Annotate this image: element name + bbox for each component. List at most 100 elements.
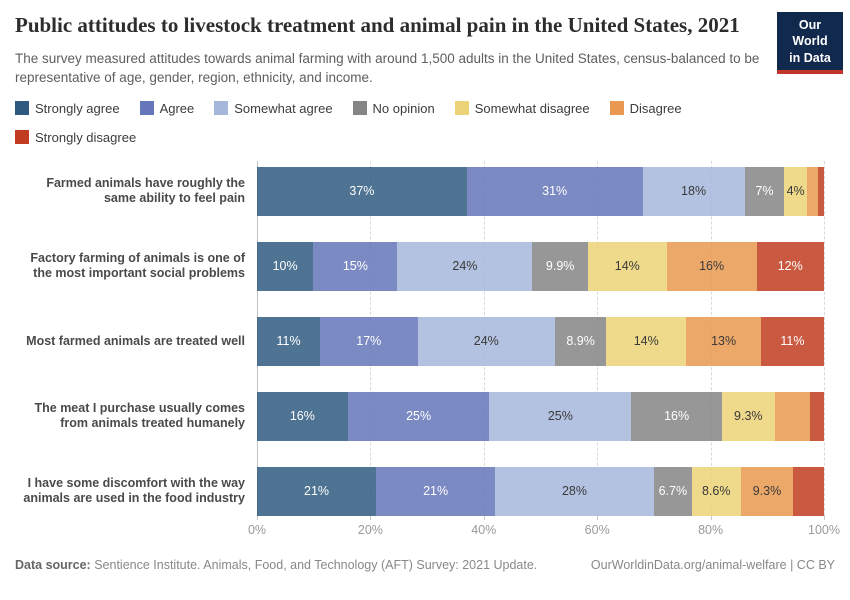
bar-segment-no-opinion[interactable]: 8.9% — [555, 316, 607, 366]
bar-segment-disagree[interactable]: 9.3% — [740, 466, 794, 516]
chart-subtitle: The survey measured attitudes towards an… — [15, 50, 760, 86]
bar-segment-agree[interactable]: 21% — [376, 466, 496, 516]
bar-segment-agree[interactable]: 15% — [313, 241, 398, 291]
legend-label: Agree — [159, 100, 195, 116]
bar-segment-agree[interactable]: 31% — [466, 166, 643, 216]
axis-tick — [824, 515, 825, 520]
segment-value-label: 4% — [786, 184, 805, 199]
page-title: Public attitudes to livestock treatment … — [15, 13, 740, 37]
bar-segment-somewhat-disagree[interactable]: 8.6% — [691, 466, 741, 516]
bar-segment-strongly-disagree[interactable] — [818, 166, 824, 216]
segment-value-label: 8.9% — [566, 334, 595, 349]
legend-item-no-opinion[interactable]: No opinion — [352, 100, 435, 116]
axis-tick-label: 0% — [247, 522, 267, 537]
legend-swatch — [352, 101, 367, 116]
row-label: Most farmed animals are treated well — [26, 333, 245, 348]
bar-segment-somewhat-disagree[interactable]: 4% — [784, 166, 807, 216]
segment-value-label: 14% — [614, 259, 640, 274]
bar-segment-disagree[interactable]: 16% — [666, 241, 757, 291]
segment-value-label: 16% — [289, 409, 315, 424]
axis-tick-label: 80% — [698, 522, 724, 537]
legend-item-somewhat-disagree[interactable]: Somewhat disagree — [454, 100, 590, 116]
bar-segment-no-opinion[interactable]: 6.7% — [653, 466, 692, 516]
legend-swatch — [15, 101, 29, 116]
legend-label: Somewhat disagree — [474, 100, 590, 116]
bar-segment-strongly-disagree[interactable]: 11% — [760, 316, 824, 366]
axis-tick-label: 20% — [357, 522, 383, 537]
legend-label: No opinion — [372, 100, 435, 116]
bar-segment-strongly-agree[interactable]: 10% — [257, 241, 314, 291]
bar-segment-strongly-agree[interactable]: 21% — [257, 466, 377, 516]
legend-item-disagree[interactable]: Disagree — [609, 100, 682, 116]
data-source-note: Data source: Sentience Institute. Animal… — [15, 558, 537, 572]
bar-segment-strongly-agree[interactable]: 11% — [257, 316, 321, 366]
legend-item-agree[interactable]: Agree — [139, 100, 195, 116]
owid-logo[interactable]: Our World in Data — [777, 12, 843, 74]
bar-segment-somewhat-agree[interactable]: 24% — [417, 316, 556, 366]
axis-tick — [257, 515, 258, 520]
bar-segment-no-opinion[interactable]: 16% — [631, 391, 722, 441]
axis-tick-label: 100% — [808, 522, 840, 537]
bar: 21% 21% 28% 6.7% 8.6% 9.3% — [257, 466, 824, 516]
bar-segment-somewhat-agree[interactable]: 24% — [397, 241, 533, 291]
axis-tick — [483, 515, 485, 520]
bar-segment-somewhat-agree[interactable]: 28% — [495, 466, 654, 516]
bar-segment-somewhat-disagree[interactable]: 14% — [587, 241, 667, 291]
segment-value-label: 10% — [272, 259, 298, 274]
bar-segment-disagree[interactable]: 13% — [686, 316, 761, 366]
segment-value-label: 9.3% — [734, 409, 763, 424]
bar-segment-strongly-disagree[interactable] — [810, 391, 824, 441]
legend-label: Disagree — [629, 100, 682, 116]
gridline — [824, 160, 825, 516]
row-label: Farmed animals have roughly the same abi… — [46, 176, 245, 206]
bar-segment-disagree[interactable] — [774, 391, 811, 441]
bar-segment-agree[interactable]: 17% — [320, 316, 418, 366]
legend-item-strongly-disagree[interactable]: Strongly disagree — [15, 130, 136, 145]
segment-value-label: 18% — [681, 184, 707, 199]
x-axis: 0% 20% 40% 60% 80% 100% — [248, 515, 840, 542]
segment-value-label: 9.3% — [752, 484, 782, 499]
bar-segment-no-opinion[interactable]: 7% — [744, 166, 785, 216]
legend-swatch — [609, 101, 624, 116]
bar-segment-strongly-disagree[interactable]: 12% — [756, 241, 824, 291]
legend-swatch — [15, 130, 29, 145]
legend-swatch — [214, 101, 229, 116]
bar-segment-agree[interactable]: 25% — [347, 391, 490, 441]
segment-value-label: 21% — [304, 484, 330, 499]
bar: 10% 15% 24% 9.9% 14% 16% 12% — [257, 241, 824, 291]
legend-swatch — [139, 101, 154, 116]
bar-segment-strongly-agree[interactable]: 37% — [257, 166, 467, 216]
segment-value-label: 24% — [452, 259, 478, 274]
chart-row: Most farmed animals are treated well 11% 1… — [15, 316, 824, 366]
bar-segment-somewhat-disagree[interactable]: 9.3% — [721, 391, 775, 441]
segment-value-label: 14% — [633, 334, 659, 349]
segment-value-label: 6.7% — [658, 484, 688, 499]
legend-label: Somewhat agree — [234, 100, 333, 116]
chart-row: The meat I purchase usually comes from a… — [15, 391, 824, 441]
owid-logo-line1: Our World — [792, 18, 828, 49]
bar-segment-somewhat-agree[interactable]: 18% — [642, 166, 745, 216]
bar-segment-no-opinion[interactable]: 9.9% — [532, 241, 588, 291]
row-label: Factory farming of animals is one of the… — [30, 251, 245, 281]
bar: 37% 31% 18% 7% 4% — [257, 166, 824, 216]
bar-segment-somewhat-disagree[interactable]: 14% — [606, 316, 687, 366]
segment-value-label: 7% — [755, 184, 774, 199]
bar-segment-strongly-agree[interactable]: 16% — [257, 391, 348, 441]
segment-value-label: 28% — [561, 484, 588, 499]
segment-value-label: 21% — [423, 484, 449, 499]
legend-label: Strongly disagree — [35, 129, 137, 145]
legend-item-somewhat-agree[interactable]: Somewhat agree — [214, 100, 333, 116]
bar: 11% 17% 24% 8.9% 14% 13% 11% — [257, 316, 824, 366]
bar-segment-somewhat-agree[interactable]: 25% — [489, 391, 632, 441]
legend-item-strongly-agree[interactable]: Strongly agree — [15, 101, 120, 116]
segment-value-label: 11% — [276, 334, 301, 349]
axis-tick — [370, 515, 372, 520]
bar-segment-strongly-disagree[interactable] — [793, 466, 824, 516]
axis-tick — [710, 515, 712, 520]
legend: Strongly agree Agree Somewhat agree No opin… — [15, 101, 755, 145]
license-link[interactable]: OurWorldinData.org/animal-welfare | CC B… — [590, 557, 835, 572]
segment-value-label: 37% — [349, 184, 375, 199]
axis-tick — [597, 515, 599, 520]
bar-segment-disagree[interactable] — [806, 166, 819, 216]
axis-tick-label: 40% — [471, 522, 497, 537]
